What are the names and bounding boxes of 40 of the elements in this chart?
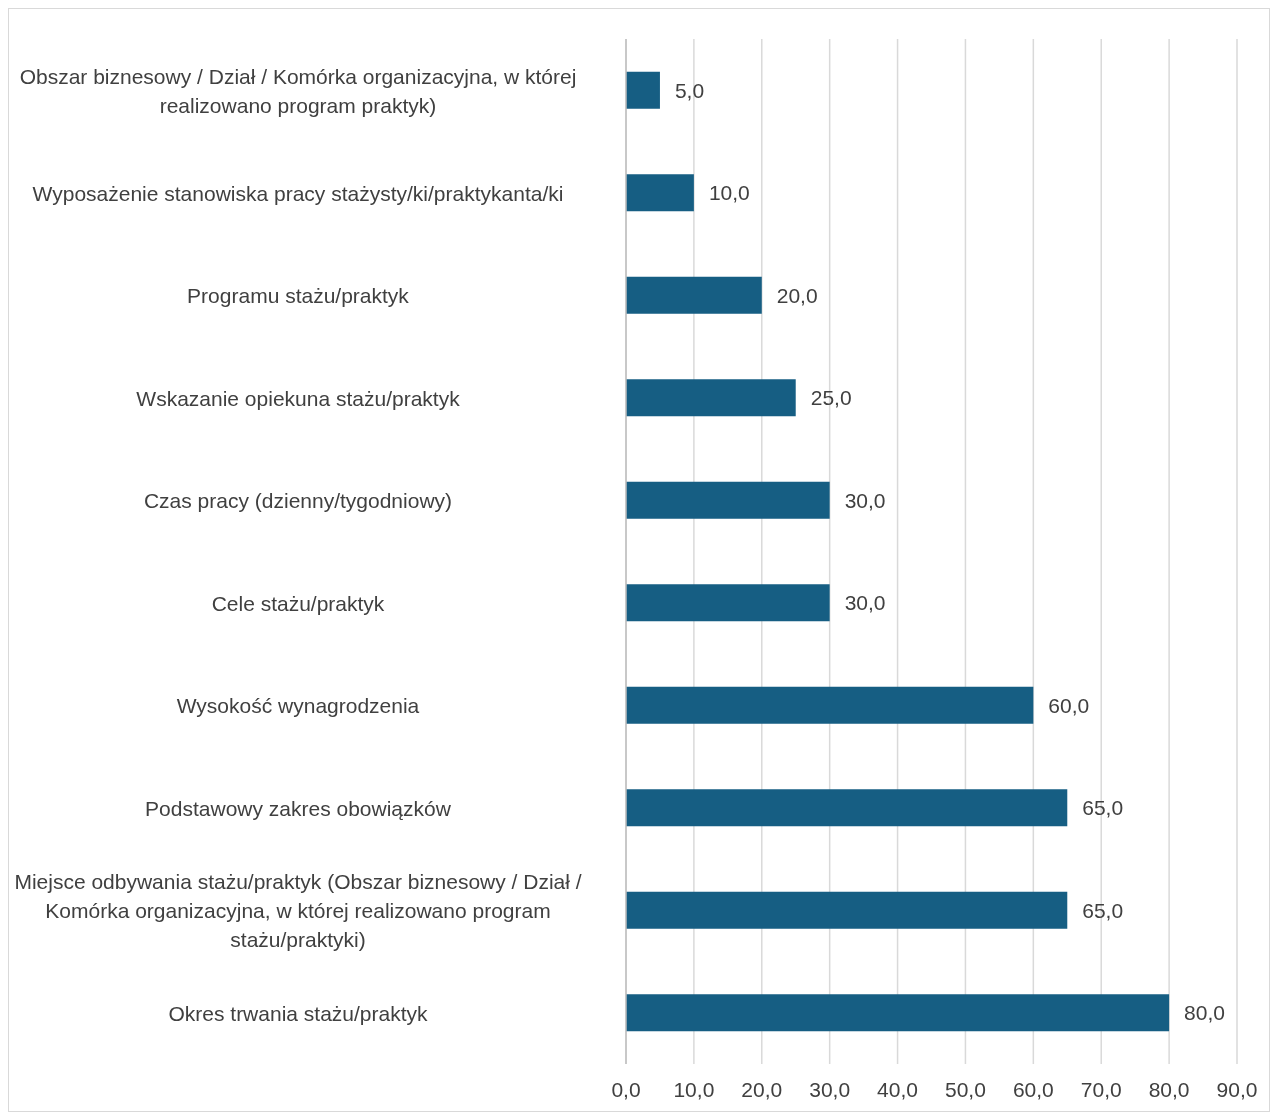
y-tick-label: Czas pracy (dzienny/tygodniowy): [143, 488, 453, 512]
data-label: 20,0: [776, 283, 818, 307]
data-label: 60,0: [1048, 693, 1090, 717]
data-label: 65,0: [1082, 796, 1124, 820]
bar: [626, 174, 694, 212]
y-tick-label: Wysokość wynagrodzenia: [176, 693, 420, 717]
bar: [626, 994, 1170, 1032]
bar: [626, 686, 1034, 724]
data-label: 65,0: [1082, 898, 1124, 922]
data-label: 10,0: [708, 181, 750, 205]
bar: [626, 789, 1068, 827]
data-label: 30,0: [844, 591, 886, 615]
y-tick-label: Podstawowy zakres obowiązków: [145, 796, 452, 820]
data-label: 25,0: [810, 386, 852, 410]
x-tick-label: 30,0: [809, 1077, 851, 1101]
bar: [626, 891, 1068, 929]
y-tick-label: Miejsce odbywania stażu/praktyk (Obszar biznesowy / Dział / Komórka organizacyjna, w której realizowano program stażu/praktyki): [14, 869, 582, 951]
bar: [626, 276, 762, 314]
data-label: 30,0: [844, 488, 886, 512]
y-tick-label: Wyposażenie stanowiska pracy stażysty/ki/praktykanta/ki: [32, 181, 564, 205]
x-tick-label: 80,0: [1148, 1077, 1190, 1101]
y-tick-label: Cele stażu/praktyk: [211, 591, 385, 615]
bar: [626, 379, 796, 417]
bar: [626, 481, 830, 519]
x-tick-label: 70,0: [1080, 1077, 1122, 1101]
y-tick-label: Okres trwania stażu/praktyk: [168, 1001, 429, 1025]
y-tick-label: Obszar biznesowy / Dział / Komórka organizacyjna, w której realizowano program praktyk): [19, 64, 577, 117]
y-tick-label: Wskazanie opiekuna stażu/praktyk: [136, 386, 461, 410]
x-tick-label: 90,0: [1216, 1077, 1258, 1101]
data-label: 5,0: [674, 78, 705, 102]
bar: [626, 71, 660, 109]
x-tick-label: 0,0: [611, 1077, 641, 1101]
x-tick-label: 60,0: [1012, 1077, 1054, 1101]
x-tick-label: 20,0: [741, 1077, 783, 1101]
x-tick-label: 10,0: [673, 1077, 715, 1101]
x-tick-label: 40,0: [877, 1077, 918, 1101]
data-label: 80,0: [1184, 1001, 1225, 1025]
bar: [626, 584, 830, 622]
x-tick-label: 50,0: [945, 1077, 986, 1101]
y-tick-label: Programu stażu/praktyk: [187, 283, 410, 307]
